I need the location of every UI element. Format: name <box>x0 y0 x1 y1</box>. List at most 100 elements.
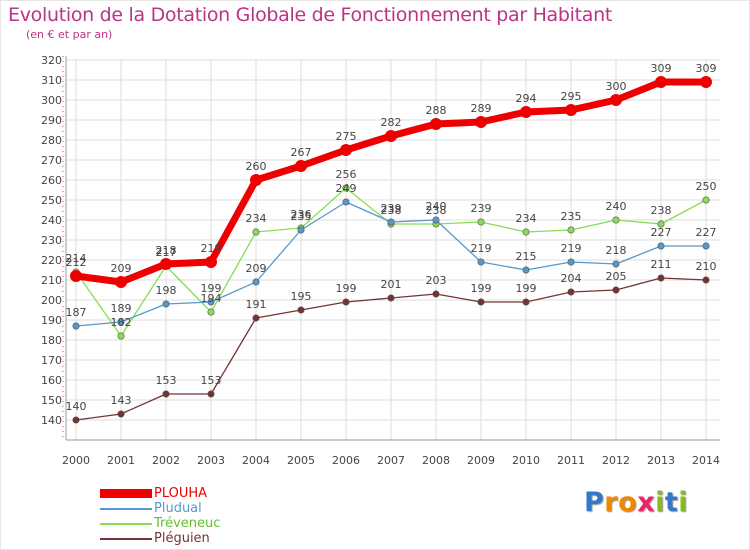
data-point-pludual <box>117 318 125 326</box>
data-point-plouha <box>115 276 127 288</box>
data-label-tréveneuc: 182 <box>111 316 132 329</box>
data-label-tréveneuc: 238 <box>651 204 672 217</box>
x-tick-label: 2007 <box>377 454 405 467</box>
legend-item-tréveneuc: Tréveneuc <box>100 516 220 531</box>
axis-layer: 1401501601701801902002102202302402502602… <box>41 54 720 467</box>
data-point-plouha <box>295 160 307 172</box>
data-label-tréveneuc: 194 <box>201 292 222 305</box>
data-point-pléguien <box>522 298 530 306</box>
data-label-pludual: 239 <box>381 202 402 215</box>
data-point-tréveneuc <box>252 228 260 236</box>
data-label-plouha: 300 <box>606 80 627 93</box>
data-label-pludual: 227 <box>696 226 717 239</box>
data-label-pléguien: 153 <box>201 374 222 387</box>
data-label-pludual: 187 <box>66 306 87 319</box>
data-label-pludual: 198 <box>156 284 177 297</box>
chart-subtitle: (en € et par an) <box>26 28 113 41</box>
data-label-plouha: 260 <box>246 160 267 173</box>
data-label-plouha: 295 <box>561 90 582 103</box>
data-label-plouha: 282 <box>381 116 402 129</box>
data-point-pludual <box>162 300 170 308</box>
data-point-pludual <box>477 258 485 266</box>
data-point-pléguien <box>657 274 665 282</box>
data-label-pléguien: 201 <box>381 278 402 291</box>
logo-letter: i <box>655 487 665 518</box>
x-tick-label: 2004 <box>242 454 270 467</box>
data-label-tréveneuc: 238 <box>426 204 447 217</box>
data-point-plouha <box>520 106 532 118</box>
proxiti-logo: Proxiti <box>584 487 688 518</box>
data-label-plouha: 212 <box>66 256 87 269</box>
data-label-pléguien: 210 <box>696 260 717 273</box>
x-tick-label: 2010 <box>512 454 540 467</box>
legend-item-pléguien: Pléguien <box>100 531 220 546</box>
data-label-plouha: 288 <box>426 104 447 117</box>
data-point-tréveneuc <box>702 196 710 204</box>
data-point-pludual <box>207 298 215 306</box>
data-label-plouha: 289 <box>471 102 492 115</box>
y-tick-label: 170 <box>41 354 62 367</box>
legend-label: PLOUHA <box>154 486 208 501</box>
legend-item-plouha: PLOUHA <box>100 486 220 501</box>
logo-letter: x <box>637 487 656 518</box>
data-label-tréveneuc: 217 <box>156 246 177 259</box>
x-tick-label: 2008 <box>422 454 450 467</box>
data-label-pludual: 209 <box>246 262 267 275</box>
legend-label: Pludual <box>154 501 202 516</box>
data-label-pléguien: 191 <box>246 298 267 311</box>
legend-label: Pléguien <box>154 531 210 546</box>
x-tick-label: 2006 <box>332 454 360 467</box>
y-tick-label: 270 <box>41 154 62 167</box>
data-label-pludual: 218 <box>606 244 627 257</box>
y-tick-label: 260 <box>41 174 62 187</box>
data-label-pléguien: 205 <box>606 270 627 283</box>
data-label-plouha: 209 <box>111 262 132 275</box>
data-point-plouha <box>205 256 217 268</box>
data-label-pléguien: 153 <box>156 374 177 387</box>
x-tick-label: 2005 <box>287 454 315 467</box>
data-label-pléguien: 140 <box>66 400 87 413</box>
grid-layer <box>66 59 720 440</box>
data-label-pludual: 219 <box>561 242 582 255</box>
data-label-tréveneuc: 234 <box>516 212 537 225</box>
x-tick-label: 2012 <box>602 454 630 467</box>
data-point-tréveneuc <box>477 218 485 226</box>
y-tick-label: 290 <box>41 114 62 127</box>
data-point-pludual <box>252 278 260 286</box>
data-label-pludual: 227 <box>651 226 672 239</box>
x-tick-label: 2002 <box>152 454 180 467</box>
legend-swatch <box>100 537 152 540</box>
logo-letter: t <box>664 487 679 518</box>
x-tick-label: 2013 <box>647 454 675 467</box>
data-label-tréveneuc: 234 <box>246 212 267 225</box>
data-point-tréveneuc <box>657 220 665 228</box>
data-point-plouha <box>340 144 352 156</box>
chart-title: Evolution de la Dotation Globale de Fonc… <box>8 4 613 26</box>
data-point-pléguien <box>162 390 170 398</box>
data-point-pludual <box>567 258 575 266</box>
x-tick-label: 2009 <box>467 454 495 467</box>
data-point-pludual <box>522 266 530 274</box>
data-point-plouha <box>475 116 487 128</box>
logo-letter: o <box>618 487 638 518</box>
legend-swatch <box>100 489 152 498</box>
data-point-plouha <box>700 76 712 88</box>
logo-letter: r <box>604 487 619 518</box>
y-tick-label: 320 <box>41 54 62 67</box>
data-point-pléguien <box>117 410 125 418</box>
data-point-plouha <box>565 104 577 116</box>
data-label-tréveneuc: 240 <box>606 200 627 213</box>
data-label-pludual: 215 <box>516 250 537 263</box>
data-label-plouha: 275 <box>336 130 357 143</box>
data-point-plouha <box>610 94 622 106</box>
data-point-tréveneuc <box>117 332 125 340</box>
data-label-layer: 212 209 218 219 260 267 275 282 288 289 294 295 300 3… <box>66 62 717 413</box>
legend-item-pludual: Pludual <box>100 501 220 516</box>
legend-label: Tréveneuc <box>154 516 221 531</box>
data-label-tréveneuc: 238 <box>381 204 402 217</box>
data-label-pléguien: 199 <box>471 282 492 295</box>
data-point-pléguien <box>477 298 485 306</box>
data-label-pléguien: 211 <box>651 258 672 271</box>
data-label-pléguien: 195 <box>291 290 312 303</box>
